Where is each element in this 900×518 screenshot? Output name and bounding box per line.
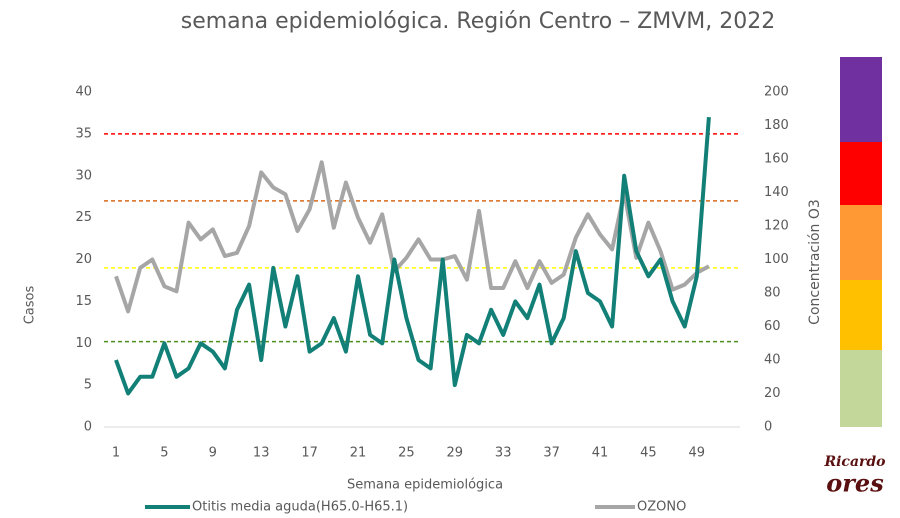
logo-text: Ricardo [823, 454, 885, 470]
y2-tick-label: 180 [764, 118, 789, 133]
y2-tick-label: 80 [764, 286, 781, 301]
x-tick-label: 41 [592, 446, 609, 461]
y2-tick-label: 100 [764, 252, 789, 267]
y-axis-title: Casos [23, 286, 38, 325]
y-tick-label: 0 [84, 420, 92, 435]
x-tick-label: 29 [447, 446, 464, 461]
x-axis-title: Semana epidemiológica [347, 478, 503, 493]
y-tick-label: 15 [75, 294, 92, 309]
x-tick-label: 13 [253, 446, 270, 461]
y2-tick-label: 200 [764, 85, 789, 100]
series-line [114, 116, 711, 396]
y-tick-label: 20 [75, 252, 92, 267]
y2-tick-label: 40 [764, 353, 781, 368]
band-green [840, 350, 882, 427]
index-color-bar [840, 57, 882, 427]
y-tick-label: 30 [75, 168, 92, 183]
x-tick-label: 1 [112, 446, 120, 461]
y-tick-label: 25 [75, 210, 92, 225]
logo-text: ores [826, 469, 884, 498]
legend-label: OZONO [637, 500, 686, 515]
band-purple [840, 57, 882, 142]
legend-label: Otitis media aguda(H65.0-H65.1) [192, 500, 408, 515]
x-tick-label: 17 [301, 446, 318, 461]
y-tick-label: 5 [84, 378, 92, 393]
y-tick-label: 10 [75, 336, 92, 351]
y2-tick-label: 160 [764, 152, 789, 167]
y2-tick-label: 140 [764, 185, 789, 200]
x-tick-label: 37 [543, 446, 560, 461]
band-red [840, 142, 882, 205]
y2-tick-label: 120 [764, 219, 789, 234]
x-tick-label: 45 [640, 446, 657, 461]
chart-title: semana epidemiológica. Región Centro – Z… [181, 9, 776, 34]
x-tick-label: 25 [398, 446, 415, 461]
band-orange [840, 205, 882, 280]
band-yellow [840, 280, 882, 350]
y-tick-label: 35 [75, 126, 92, 141]
y2-tick-label: 20 [764, 386, 781, 401]
x-tick-label: 33 [495, 446, 512, 461]
y2-tick-label: 60 [764, 319, 781, 334]
y2-axis-title: Concentración O3 [807, 199, 823, 325]
y-tick-label: 40 [75, 85, 92, 100]
x-tick-label: 21 [350, 446, 367, 461]
x-tick-label: 9 [209, 446, 217, 461]
x-tick-label: 5 [160, 446, 168, 461]
series-line [114, 160, 710, 314]
y2-tick-label: 0 [764, 420, 772, 435]
x-tick-label: 49 [689, 446, 706, 461]
